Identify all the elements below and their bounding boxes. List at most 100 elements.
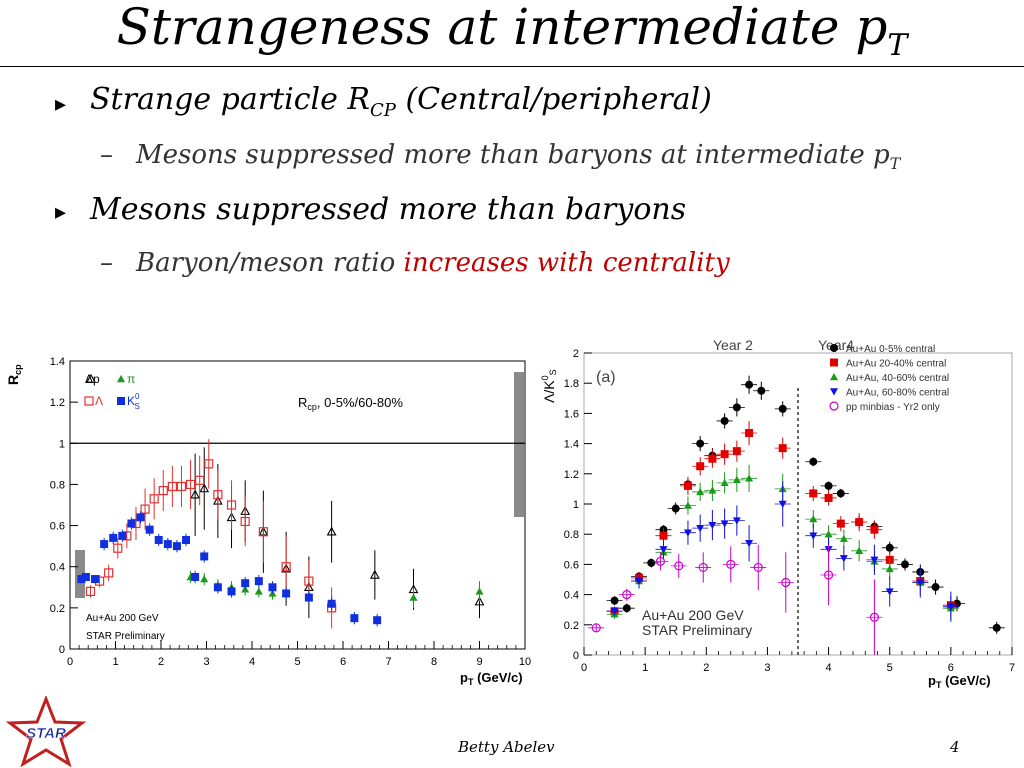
rcp-data-point — [282, 589, 291, 598]
ratio-data-point — [870, 556, 879, 564]
ratio-y-tick-label: 2 — [573, 348, 579, 360]
rcp-data-point — [149, 494, 159, 504]
ratio-data-point — [732, 517, 741, 525]
ratio-y-tick-label: 1.6 — [564, 408, 579, 420]
rcp-x-tick-label: 7 — [385, 656, 391, 668]
ratio-data-point — [839, 555, 848, 563]
ratio-data-point — [698, 562, 708, 573]
rcp-y-tick-label: 0 — [59, 644, 65, 656]
footer-author: Betty Abelev — [458, 738, 555, 756]
ratio-y-tick-label: 0.8 — [564, 529, 579, 541]
ratio-data-point — [610, 608, 619, 616]
ratio-data-point — [778, 404, 787, 413]
rcp-legend-sup: 0 — [135, 392, 140, 401]
rcp-data-point — [268, 583, 277, 592]
rcp-data-point — [113, 543, 123, 553]
ratio-legend-marker — [830, 388, 838, 396]
ratio-data-point — [824, 530, 833, 538]
rcp-data-point — [154, 535, 163, 544]
ratio-data-point — [726, 559, 736, 569]
ratio-y-tick-label: 0 — [573, 650, 579, 662]
ratio-data-point — [683, 501, 692, 509]
rcp-x-tick-label: 10 — [519, 656, 531, 668]
ratio-panel-label: (a) — [596, 369, 616, 386]
page-number: 4 — [950, 738, 960, 756]
rcp-legend-label: Δp — [85, 372, 100, 386]
ratio-legend-label: Au+Au 0-5% central — [846, 344, 935, 355]
ratio-legend: Au+Au 0-5% central Au+Au 20-40% central Au… — [829, 344, 949, 413]
rcp-data-point — [182, 535, 191, 544]
rcp-systematic-band-left — [75, 550, 85, 598]
rcp-legend-text: K — [127, 394, 135, 408]
ratio-data-point — [745, 429, 754, 438]
rcp-data-point — [163, 540, 172, 549]
rcp-chart: 0 1 2 3 4 5 6 7 8 9 10 0 0.2 0.4 0.6 0.8 1 1.2 1.4 Rcp pT … — [5, 356, 531, 687]
rcp-data-point — [240, 516, 250, 527]
rcp-data-point — [200, 552, 209, 561]
ratio-data-point — [622, 604, 631, 613]
rcp-data-point — [109, 533, 118, 542]
ratio-data-point — [946, 603, 955, 611]
ratio-data-point — [708, 521, 717, 530]
ratio-legend-marker — [830, 358, 838, 367]
slide-title-subscript: T — [887, 28, 908, 63]
rcp-data-point — [254, 577, 263, 586]
rcp-data-point — [176, 481, 187, 492]
rcp-data-point — [127, 519, 136, 528]
ratio-data-point — [824, 481, 833, 490]
slide-title-text: Strangeness at intermediate p — [116, 0, 888, 56]
rcp-legend-label: Λ — [95, 394, 103, 408]
lambda-k0s-chart: 0 1 2 3 4 5 6 7 0 0.2 0.4 0.6 0.8 1 1.2 1.4 1.6 1.8 2 Λ/K0… — [540, 337, 1015, 690]
rcp-y-tick-label: 0.2 — [50, 603, 65, 615]
rcp-data-point — [281, 562, 291, 572]
ratio-data-point — [659, 531, 668, 540]
rcp-data-point — [191, 573, 200, 581]
rcp-data-point — [104, 568, 114, 578]
rcp-x-tick-label: 8 — [431, 656, 437, 668]
ratio-x-tick-label: 4 — [826, 662, 832, 674]
ratio-data-point — [671, 504, 680, 513]
ratio-data-point — [952, 599, 961, 608]
rcp-y-tick-label: 1 — [59, 438, 65, 450]
ratio-data-point — [745, 380, 754, 389]
rcp-data-point — [195, 475, 205, 485]
rcp-data-point — [304, 593, 313, 602]
rcp-data-point — [200, 575, 209, 583]
title-divider — [0, 66, 1024, 67]
ratio-data-point — [732, 403, 741, 412]
rcp-x-tick-label: 0 — [67, 656, 73, 668]
ratio-x-axis-label: pT (GeV/c) — [928, 673, 991, 690]
ratio-y-tick-label: 1.8 — [564, 378, 579, 390]
rcp-data-point — [254, 587, 263, 595]
ratio-data-point — [885, 564, 894, 573]
ratio-legend-label: pp minbias - Yr2 only — [846, 402, 940, 413]
rcp-data-point — [199, 483, 210, 493]
rcp-data-point — [185, 479, 196, 490]
ratio-x-tick-label: 1 — [642, 662, 648, 674]
ratio-data-point — [732, 447, 741, 456]
ratio-data-point — [836, 489, 845, 498]
ratio-y-tick-label: 1 — [573, 499, 579, 511]
bullet-1-subscript: CP — [370, 100, 396, 121]
ratio-data-point — [591, 623, 601, 633]
rcp-y-tick-label: 0.4 — [50, 562, 65, 574]
rcp-x-tick-label: 9 — [476, 656, 482, 668]
rcp-data-point — [81, 573, 90, 581]
ratio-data-point — [708, 454, 717, 463]
ratio-data-point — [659, 546, 668, 554]
ratio-x-tick-label: 6 — [948, 662, 954, 674]
rcp-data-point — [350, 614, 359, 623]
ratio-x-tick-label: 3 — [764, 662, 770, 674]
ratio-data-point — [992, 623, 1001, 632]
bullet-arrow-icon: ▸ — [55, 92, 67, 117]
ratio-data-point — [809, 489, 818, 498]
rcp-legend: Δp π Λ K0 S — [84, 372, 140, 411]
rcp-data-point — [77, 575, 86, 584]
ratio-data-point — [732, 475, 741, 484]
ratio-x-tick-label: 7 — [1009, 662, 1015, 674]
rcp-data-point — [85, 586, 96, 596]
rcp-y-tick-label: 0.6 — [50, 521, 65, 533]
star-logo-text: STAR — [26, 725, 66, 742]
ratio-data-point — [855, 546, 864, 555]
rcp-data-point — [475, 587, 484, 595]
